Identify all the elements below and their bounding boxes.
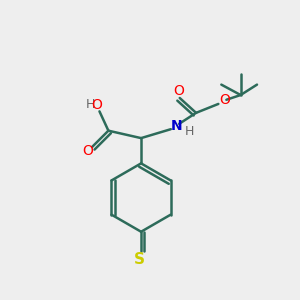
Text: H: H xyxy=(184,125,194,138)
Text: N: N xyxy=(170,118,182,133)
Text: O: O xyxy=(82,144,93,158)
Text: O: O xyxy=(92,98,103,112)
Text: O: O xyxy=(220,93,230,107)
Text: S: S xyxy=(134,252,145,267)
Text: O: O xyxy=(173,84,184,98)
Text: H: H xyxy=(85,98,94,111)
